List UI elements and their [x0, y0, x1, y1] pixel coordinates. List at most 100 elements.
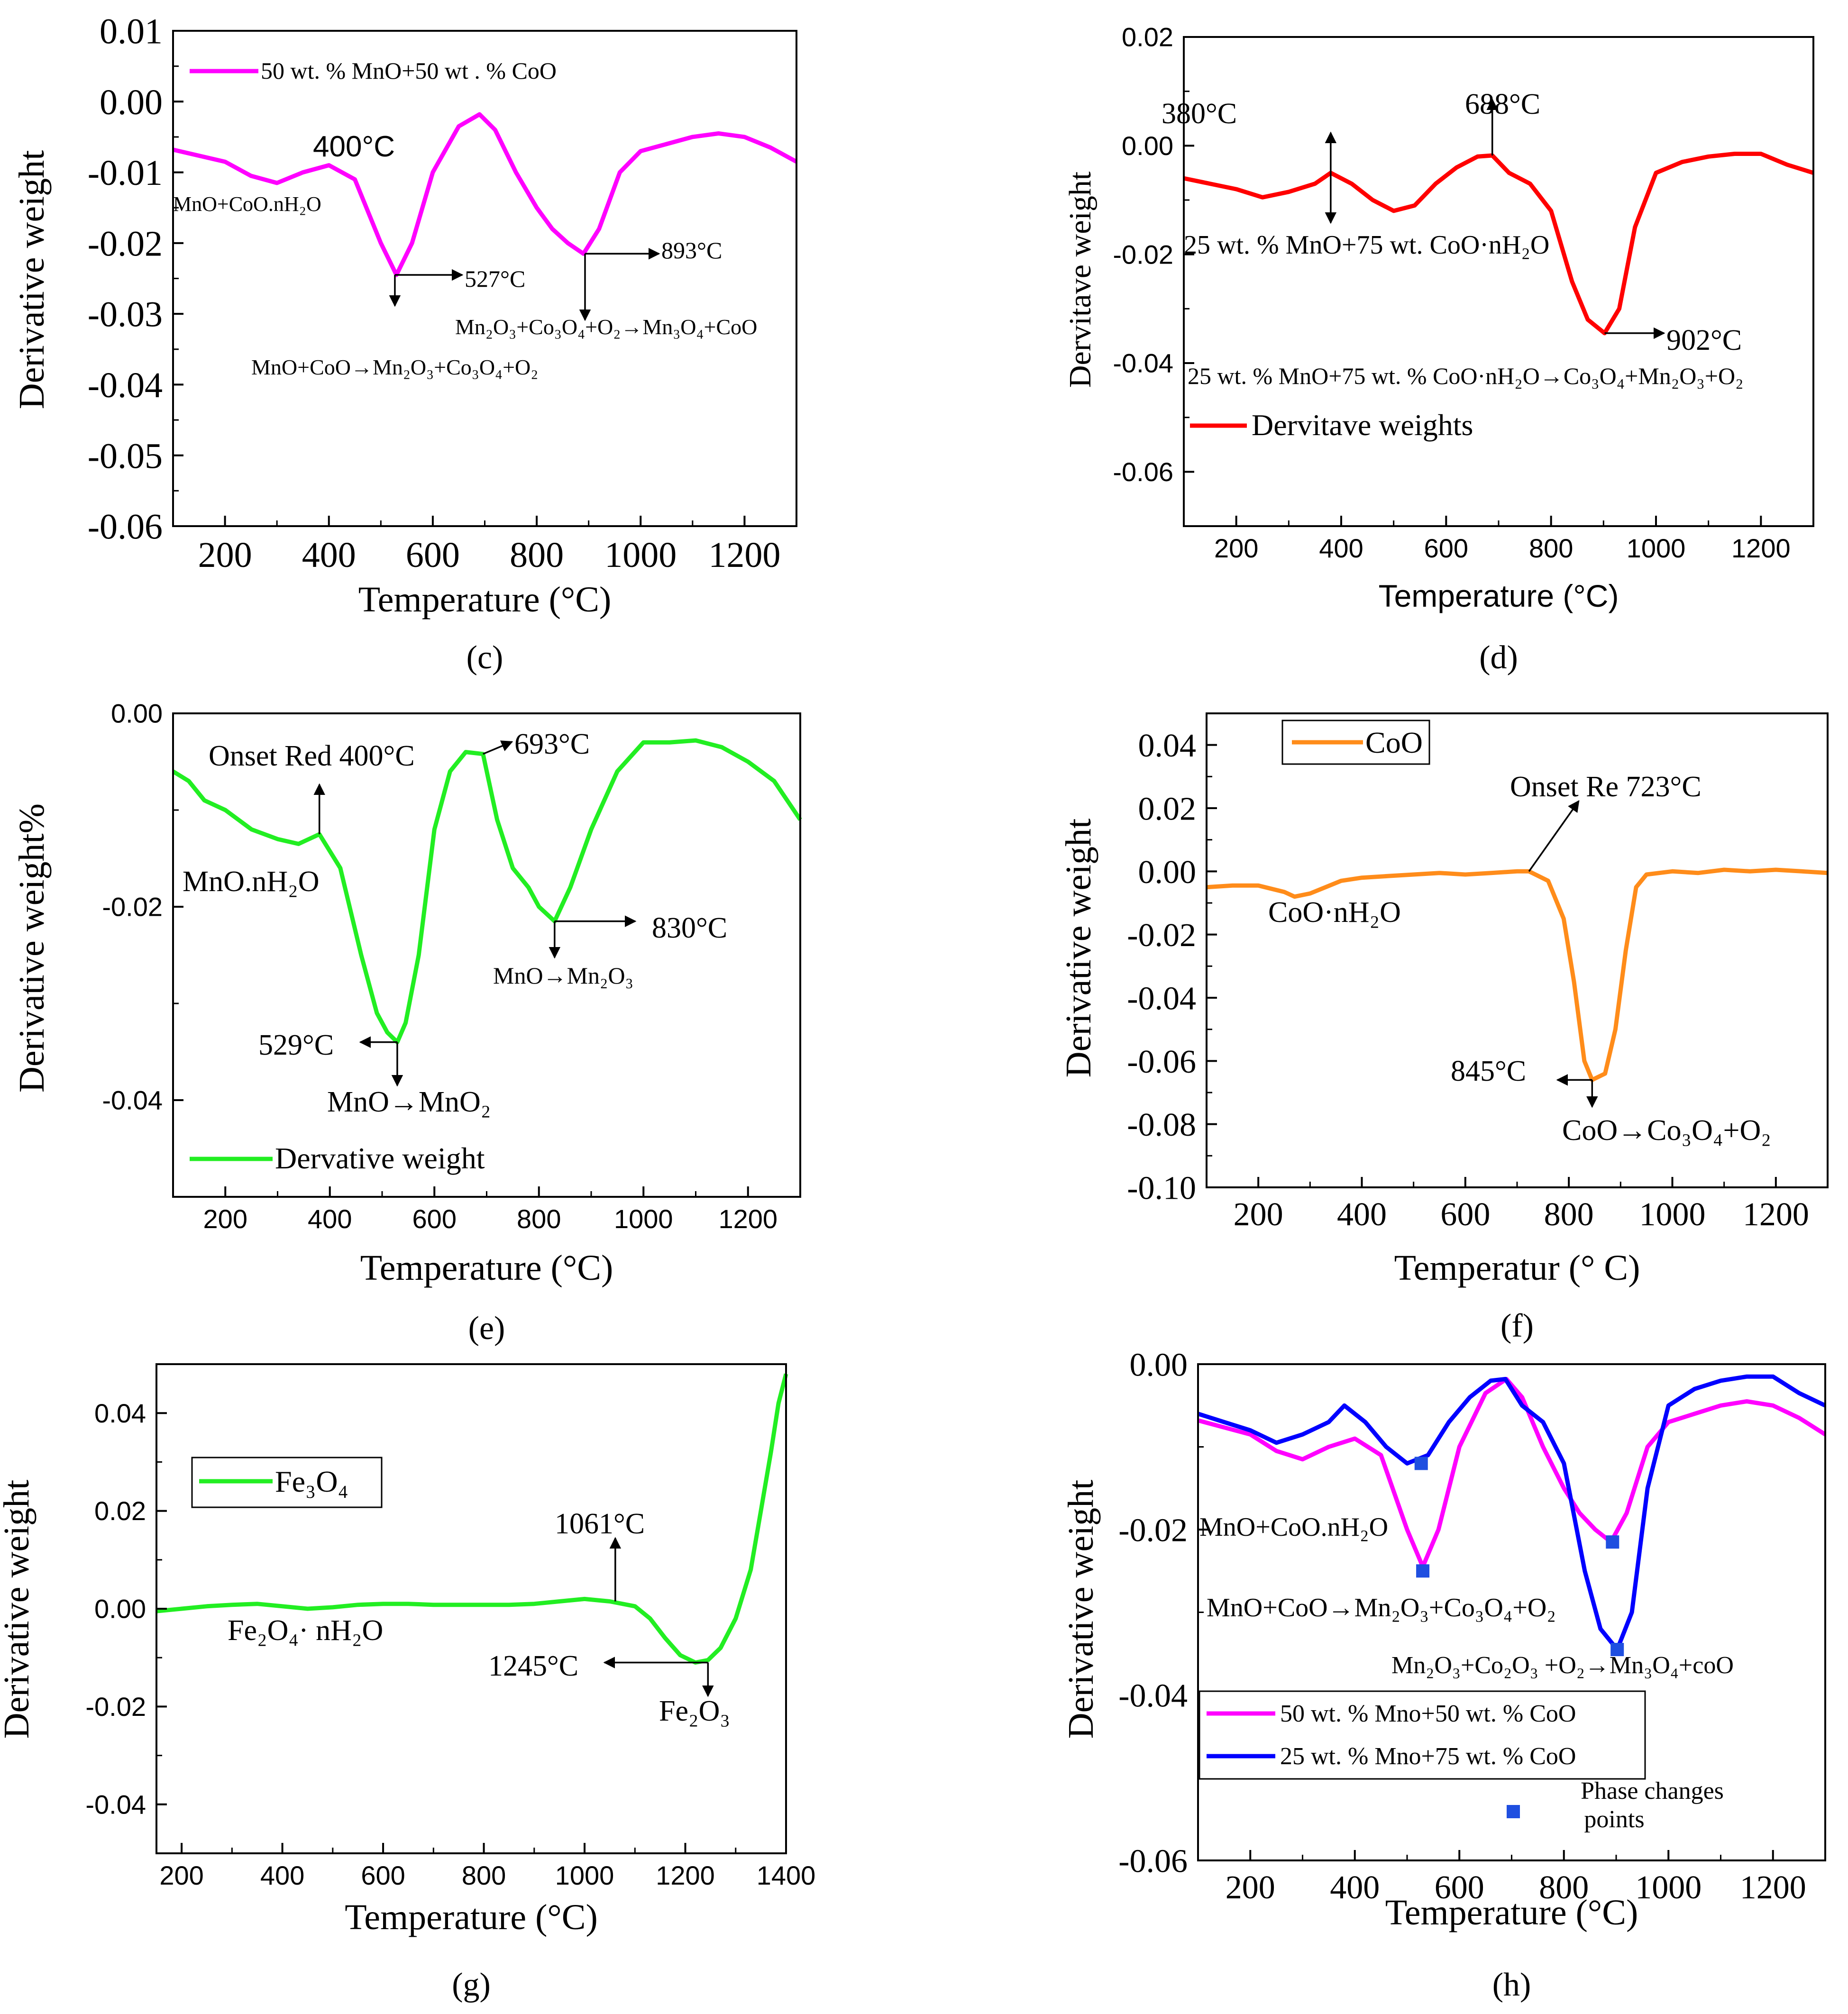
x-tick-label: 200 [1226, 1869, 1275, 1906]
panel-caption: (e) [468, 1310, 505, 1347]
x-tick-label: 1000 [555, 1860, 614, 1890]
y-tick-label: -0.06 [1127, 1044, 1196, 1080]
x-axis-label: Temperature (°C) [1385, 1893, 1638, 1932]
series-line-2 [1197, 1374, 1826, 1652]
y-tick-label: -0.04 [1118, 1678, 1188, 1714]
y-tick-label: -0.02 [88, 224, 163, 264]
y-tick-label: -0.02 [102, 892, 163, 922]
peak-annotation: 1061°C [555, 1508, 645, 1540]
plot-frame [156, 1363, 787, 1854]
x-tick-label: 600 [406, 535, 460, 575]
legend-label: Dervitave weights [1252, 408, 1473, 442]
legend-label: Fe₃O₄ [275, 1465, 348, 1498]
chart-panel-f: 200 400 600 800 1000 1200 -0.10 -0.08 -0.06 -0.04… [1059, 712, 1829, 1344]
y-tick-label: 0.04 [1138, 728, 1197, 764]
y-axis-label: Derivative weight [1059, 819, 1098, 1078]
reaction-annotation: MnO→MnO₂ [327, 1086, 491, 1118]
plot-frame [172, 712, 801, 1198]
x-tick-label: 1000 [1639, 1196, 1706, 1233]
annotation-arrow [1528, 800, 1580, 872]
chart-panel-d: 200 400 600 800 1000 1200 -0.06 -0.04 -0.02 0.00 0… [1063, 22, 1814, 676]
panel-caption: (c) [467, 639, 503, 676]
panel-caption: (f) [1500, 1308, 1534, 1344]
peak-annotation: 529°C [258, 1029, 334, 1061]
y-tick-label: -0.06 [88, 507, 163, 547]
x-tick-label: 400 [1319, 533, 1363, 563]
phase-change-point [1606, 1535, 1619, 1549]
y-tick-label: -0.04 [88, 365, 163, 405]
peak-annotation: 902°C [1666, 324, 1742, 356]
legend-label: CoO [1365, 726, 1423, 759]
x-tick-label: 1000 [1635, 1869, 1702, 1906]
x-tick-label: 800 [462, 1860, 506, 1890]
x-tick-label: 400 [308, 1204, 352, 1234]
x-axis-label: Temperatur (° C) [1394, 1248, 1640, 1288]
peak-annotation: 845°C [1451, 1055, 1526, 1087]
series-line-1 [1206, 867, 1828, 1082]
y-tick-label: -0.02 [1113, 239, 1173, 269]
chart-panel-h: 200 400 600 800 1000 1200 -0.06 -0.04 -0.02 0.00 T… [1061, 1347, 1827, 2003]
x-tick-label: 400 [1330, 1869, 1380, 1906]
x-tick-label: 600 [1424, 533, 1468, 563]
y-tick-label: -0.01 [88, 153, 163, 193]
y-tick-label: 0.00 [111, 699, 163, 729]
x-tick-label: 200 [198, 535, 252, 575]
x-tick-label: 600 [1440, 1196, 1490, 1233]
x-tick-label: 1400 [757, 1860, 816, 1890]
y-tick-label: -0.10 [1127, 1170, 1196, 1207]
x-tick-label: 200 [1234, 1196, 1283, 1233]
legend-marker [1507, 1805, 1520, 1818]
x-tick-label: 1000 [1627, 533, 1686, 563]
x-tick-label: 1200 [718, 1204, 778, 1234]
x-tick-label: 400 [302, 535, 356, 575]
onset-annotation: Onset Red 400°C [209, 740, 415, 772]
x-tick-label: 800 [1539, 1869, 1589, 1906]
reaction-annotation: Mn₂O₃+Co₃O₄+O₂→Mn₃O₄+CoO [455, 315, 757, 339]
phase-annotation: CoO·nH₂O [1268, 896, 1401, 929]
x-axis-label: Temperature (°C) [360, 1248, 613, 1288]
x-tick-label: 200 [159, 1860, 203, 1890]
y-tick-label: 0.00 [1138, 854, 1197, 891]
reaction-annotation: MnO+CoO→Mn₂O₃+Co₃O₄+O₂ [1207, 1593, 1556, 1622]
peak-annotation: 380°C [1162, 98, 1237, 130]
series-line-1 [1183, 152, 1814, 336]
x-tick-label: 400 [260, 1860, 304, 1890]
y-axis-label: Derivative weight% [12, 803, 52, 1093]
y-tick-label: 0.02 [94, 1496, 146, 1526]
reaction-annotation: CoO→Co₃O₄+O₂ [1562, 1114, 1771, 1147]
x-tick-label: 1200 [1743, 1196, 1809, 1233]
x-axis-label: Temperature (°C) [358, 580, 612, 620]
reaction-annotation: MnO→Mn₂O₃ [493, 962, 633, 989]
x-tick-label: 600 [361, 1860, 405, 1890]
y-axis-label: Dervitave weight [1063, 172, 1098, 388]
reaction-annotation: Fe₂O₃ [659, 1695, 730, 1727]
y-axis-label: Derivative weight [0, 1480, 37, 1739]
peak-annotation: 688°C [1465, 88, 1540, 120]
y-tick-label: 0.04 [94, 1398, 146, 1428]
legend-box [1198, 1690, 1646, 1780]
x-tick-label: 800 [1544, 1196, 1594, 1233]
panel-caption: (h) [1492, 1967, 1531, 2003]
peak-annotation: 527°C [465, 265, 525, 292]
y-tick-label: 0.00 [1130, 1347, 1188, 1384]
annotation-arrow [483, 740, 513, 755]
peak-annotation: 893°C [661, 237, 722, 264]
x-tick-label: 600 [412, 1204, 457, 1234]
reaction-annotation: 25 wt. % MnO+75 wt. % CoO·nH₂O→Co₃O₄+Mn₂… [1188, 363, 1744, 389]
x-tick-label: 600 [1435, 1869, 1484, 1906]
x-axis-label: Temperature (°C) [1379, 578, 1619, 613]
y-tick-label: -0.04 [102, 1085, 163, 1115]
y-tick-label: -0.08 [1127, 1107, 1196, 1143]
phase-change-point [1414, 1457, 1428, 1470]
chart-panel-e: 200 400 600 800 1000 1200 -0.04 -0.02 0.00 Temper… [12, 699, 802, 1347]
y-tick-label: -0.04 [1127, 981, 1196, 1017]
x-tick-label: 1200 [1740, 1869, 1806, 1906]
phase-annotation: Fe₂O₄· nH₂O [228, 1614, 383, 1647]
chart-panel-c: 200 400 600 800 1000 1200 -0.06 -0.05 -0.04 -0.03… [12, 12, 798, 676]
x-tick-label: 800 [517, 1204, 561, 1234]
reaction-annotation: Mn₂O₃+Co₂O₃ +O₂→Mn₃O₄+coO [1391, 1652, 1734, 1679]
x-tick-label: 1000 [614, 1204, 673, 1234]
x-tick-label: 400 [1337, 1196, 1387, 1233]
panel-caption: (d) [1479, 639, 1518, 676]
